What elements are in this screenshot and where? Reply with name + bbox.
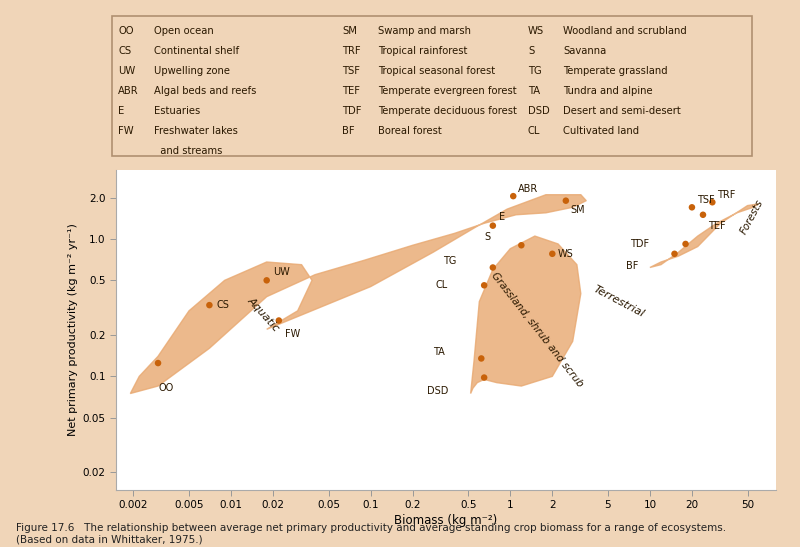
Text: CL: CL	[528, 126, 540, 136]
Text: Terrestrial: Terrestrial	[592, 284, 646, 319]
Point	[260, 276, 273, 284]
Text: Continental shelf: Continental shelf	[154, 46, 238, 56]
Text: Cultivated land: Cultivated land	[563, 126, 639, 136]
Text: Temperate deciduous forest: Temperate deciduous forest	[378, 106, 517, 116]
Point	[486, 222, 499, 230]
Point	[686, 203, 698, 212]
Text: Algal beds and reefs: Algal beds and reefs	[154, 86, 256, 96]
X-axis label: Biomass (kg m⁻²): Biomass (kg m⁻²)	[394, 514, 498, 527]
Point	[559, 196, 572, 205]
Text: UW: UW	[118, 66, 136, 76]
Text: TSF: TSF	[342, 66, 360, 76]
Text: BF: BF	[342, 126, 355, 136]
Text: and streams: and streams	[154, 146, 222, 156]
Text: CS: CS	[118, 46, 131, 56]
Text: OO: OO	[118, 26, 134, 36]
Text: TRF: TRF	[342, 46, 361, 56]
Text: FW: FW	[285, 329, 300, 339]
Text: TSF: TSF	[697, 195, 714, 206]
Polygon shape	[650, 204, 758, 267]
Text: Tropical seasonal forest: Tropical seasonal forest	[378, 66, 494, 76]
Point	[475, 354, 488, 363]
Text: WS: WS	[558, 249, 574, 259]
Text: TRF: TRF	[717, 190, 735, 200]
Text: ABR: ABR	[518, 184, 538, 194]
Text: CS: CS	[216, 300, 229, 310]
Text: E: E	[118, 106, 125, 116]
Text: E: E	[498, 212, 505, 223]
Text: Swamp and marsh: Swamp and marsh	[378, 26, 470, 36]
Text: TDF: TDF	[630, 239, 650, 249]
Point	[668, 249, 681, 258]
Point	[203, 301, 216, 310]
Text: Upwelling zone: Upwelling zone	[154, 66, 230, 76]
Point	[706, 198, 718, 207]
Text: TEF: TEF	[342, 86, 360, 96]
Point	[486, 263, 499, 272]
Text: S: S	[528, 46, 534, 56]
Text: Estuaries: Estuaries	[154, 106, 200, 116]
Polygon shape	[130, 195, 586, 393]
Text: Desert and semi-desert: Desert and semi-desert	[563, 106, 681, 116]
Text: Figure 17.6   The relationship between average net primary productivity and aver: Figure 17.6 The relationship between ave…	[16, 523, 726, 544]
Text: TDF: TDF	[342, 106, 362, 116]
Text: TG: TG	[528, 66, 542, 76]
Polygon shape	[470, 236, 581, 393]
Text: Temperate evergreen forest: Temperate evergreen forest	[378, 86, 516, 96]
Text: S: S	[484, 232, 490, 242]
Text: OO: OO	[158, 383, 174, 393]
Text: Tundra and alpine: Tundra and alpine	[563, 86, 653, 96]
Point	[697, 211, 710, 219]
Text: TEF: TEF	[708, 221, 726, 231]
Point	[507, 192, 520, 201]
Point	[273, 316, 286, 325]
Text: Boreal forest: Boreal forest	[378, 126, 442, 136]
Text: SM: SM	[570, 205, 585, 216]
Text: Woodland and scrubland: Woodland and scrubland	[563, 26, 687, 36]
Text: TG: TG	[443, 255, 457, 266]
Text: TA: TA	[434, 347, 445, 357]
Text: DSD: DSD	[426, 386, 448, 397]
Text: ABR: ABR	[118, 86, 139, 96]
Y-axis label: Net primary productivity (kg m⁻² yr⁻¹): Net primary productivity (kg m⁻² yr⁻¹)	[69, 223, 78, 436]
Point	[478, 373, 490, 382]
Text: Savanna: Savanna	[563, 46, 606, 56]
Point	[679, 240, 692, 248]
Text: Aquatic: Aquatic	[246, 295, 281, 333]
Point	[515, 241, 528, 249]
Text: Tropical rainforest: Tropical rainforest	[378, 46, 467, 56]
Point	[152, 359, 165, 368]
Text: DSD: DSD	[528, 106, 550, 116]
Text: BF: BF	[626, 261, 638, 271]
Text: FW: FW	[118, 126, 134, 136]
Text: Forests: Forests	[738, 198, 765, 236]
FancyBboxPatch shape	[112, 16, 752, 156]
Text: SM: SM	[342, 26, 358, 36]
Text: UW: UW	[274, 267, 290, 277]
Text: Temperate grassland: Temperate grassland	[563, 66, 668, 76]
Point	[478, 281, 490, 290]
Point	[546, 249, 558, 258]
Text: Grassland, shrub and scrub: Grassland, shrub and scrub	[489, 270, 585, 388]
Text: TA: TA	[528, 86, 540, 96]
Text: WS: WS	[528, 26, 544, 36]
Text: Open ocean: Open ocean	[154, 26, 214, 36]
Text: CL: CL	[436, 280, 448, 290]
Text: Freshwater lakes: Freshwater lakes	[154, 126, 238, 136]
